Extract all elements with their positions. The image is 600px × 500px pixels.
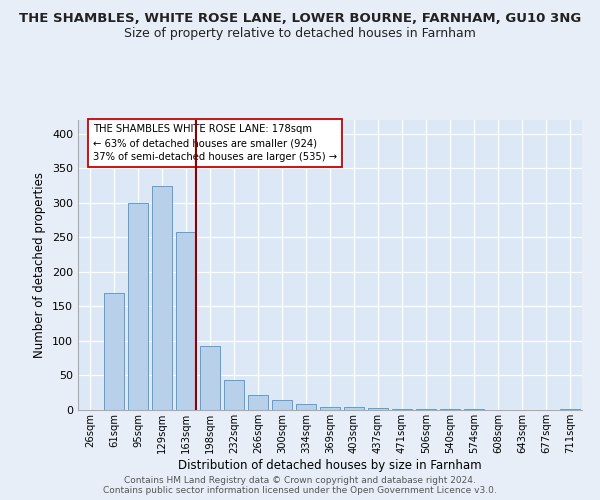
Bar (248, 395, 268, 410)
Bar (200, 346, 220, 410)
X-axis label: Distribution of detached houses by size in Farnham: Distribution of detached houses by size … (178, 458, 482, 471)
Text: THE SHAMBLES WHITE ROSE LANE: 178sqm
← 63% of detached houses are smaller (924)
: THE SHAMBLES WHITE ROSE LANE: 178sqm ← 6… (93, 124, 337, 162)
Text: Contains public sector information licensed under the Open Government Licence v3: Contains public sector information licen… (103, 486, 497, 495)
Bar (128, 203, 148, 410)
Bar (344, 407, 364, 410)
Text: Size of property relative to detached houses in Farnham: Size of property relative to detached ho… (124, 28, 476, 40)
Bar (392, 408, 412, 410)
Bar (224, 380, 244, 410)
Y-axis label: Number of detached properties: Number of detached properties (34, 172, 46, 358)
Bar (176, 232, 196, 410)
Bar (104, 292, 124, 410)
Bar (152, 186, 172, 410)
Bar (368, 408, 388, 410)
Bar (320, 406, 340, 410)
Bar (560, 408, 580, 410)
Text: THE SHAMBLES, WHITE ROSE LANE, LOWER BOURNE, FARNHAM, GU10 3NG: THE SHAMBLES, WHITE ROSE LANE, LOWER BOU… (19, 12, 581, 26)
Text: Contains HM Land Registry data © Crown copyright and database right 2024.: Contains HM Land Registry data © Crown c… (124, 476, 476, 485)
Bar (296, 404, 316, 410)
Bar (416, 408, 436, 410)
Bar (272, 400, 292, 410)
